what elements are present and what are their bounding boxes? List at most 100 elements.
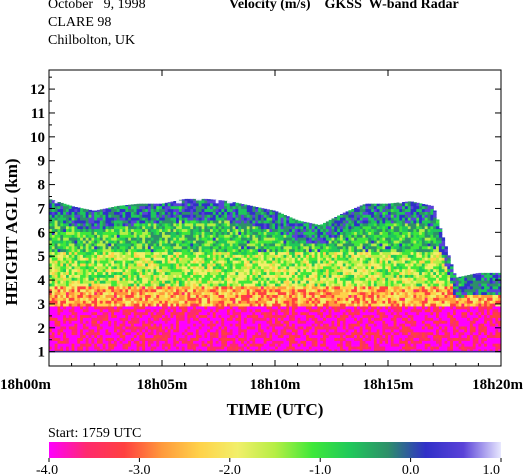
velocity-cell	[178, 260, 183, 264]
velocity-cell	[195, 217, 200, 221]
velocity-cell	[97, 240, 101, 244]
velocity-cell	[260, 331, 265, 336]
velocity-cell	[212, 303, 217, 307]
velocity-cell	[243, 297, 248, 301]
velocity-cell	[178, 231, 183, 235]
velocity-cell	[218, 314, 222, 318]
velocity-cell	[66, 305, 70, 310]
velocity-cell	[153, 348, 157, 353]
velocity-cell	[218, 300, 222, 304]
velocity-cell	[272, 210, 276, 212]
velocity-cell	[300, 331, 304, 336]
velocity-cell	[184, 262, 188, 267]
velocity-cell	[289, 277, 293, 281]
velocity-cell	[212, 274, 217, 278]
velocity-cell	[54, 280, 58, 284]
velocity-cell	[150, 320, 155, 324]
velocity-cell	[277, 282, 282, 287]
velocity-cell	[105, 280, 109, 284]
velocity-cell	[229, 305, 234, 310]
velocity-cell	[260, 254, 265, 258]
velocity-cell	[317, 331, 321, 336]
velocity-cell	[221, 234, 225, 238]
velocity-cell	[99, 305, 104, 310]
velocity-cell	[224, 328, 228, 333]
velocity-cell	[300, 303, 304, 307]
velocity-cell	[133, 237, 138, 241]
velocity-cell	[91, 288, 95, 293]
velocity-cell	[91, 280, 95, 284]
velocity-cell	[286, 331, 290, 336]
velocity-cell	[311, 297, 316, 301]
velocity-cell	[306, 311, 310, 316]
velocity-cell	[263, 268, 268, 273]
velocity-cell	[195, 265, 200, 270]
velocity-cell	[300, 320, 304, 324]
velocity-cell	[320, 343, 324, 347]
velocity-cell	[291, 271, 296, 275]
velocity-cell	[139, 345, 143, 350]
velocity-cell	[238, 285, 242, 290]
velocity-cell	[173, 237, 177, 241]
velocity-cell	[97, 317, 101, 321]
velocity-cell	[91, 305, 95, 310]
velocity-cell	[150, 291, 155, 295]
velocity-cell	[108, 245, 112, 250]
velocity-cell	[195, 340, 200, 344]
velocity-cell	[272, 217, 276, 221]
velocity-cell	[294, 265, 299, 270]
velocity-cell	[291, 251, 296, 255]
velocity-cell	[167, 228, 172, 232]
velocity-cell	[60, 288, 64, 293]
velocity-cell	[136, 228, 140, 232]
velocity-cell	[190, 245, 194, 250]
velocity-cell	[207, 345, 211, 350]
velocity-cell	[71, 317, 75, 321]
velocity-cell	[63, 208, 67, 212]
velocity-cell	[221, 257, 225, 261]
velocity-cell	[308, 251, 313, 255]
velocity-cell	[114, 245, 118, 250]
velocity-cell	[323, 245, 327, 250]
velocity-cell	[167, 280, 172, 284]
velocity-cell	[198, 317, 203, 321]
velocity-cell	[260, 219, 265, 224]
velocity-cell	[215, 325, 220, 330]
velocity-cell	[297, 337, 301, 341]
velocity-cell	[210, 305, 214, 310]
velocity-cell	[241, 345, 245, 350]
velocity-cell	[252, 288, 256, 293]
velocity-cell	[136, 308, 140, 313]
velocity-cell	[204, 280, 208, 284]
velocity-cell	[91, 334, 95, 338]
velocity-cell	[57, 280, 61, 284]
velocity-cell	[246, 340, 251, 344]
velocity-cell	[184, 294, 188, 298]
velocity-cell	[187, 231, 191, 235]
velocity-cell	[116, 334, 121, 338]
velocity-cell	[147, 271, 152, 275]
velocity-cell	[102, 222, 107, 227]
velocity-cell	[246, 268, 251, 273]
velocity-cell	[300, 237, 304, 241]
velocity-cell	[119, 348, 123, 353]
velocity-cell	[66, 334, 70, 338]
velocity-cell	[227, 237, 231, 241]
velocity-cell	[212, 254, 217, 258]
velocity-cell	[210, 225, 214, 230]
velocity-cell	[136, 251, 140, 255]
velocity-cell	[272, 323, 276, 327]
velocity-cell	[294, 345, 299, 350]
velocity-cell	[266, 337, 270, 341]
velocity-cell	[224, 211, 228, 215]
velocity-cell	[142, 237, 146, 241]
velocity-cell	[68, 320, 73, 324]
velocity-cell	[308, 343, 313, 347]
velocity-cell	[51, 251, 56, 255]
velocity-cell	[162, 320, 166, 324]
velocity-cell	[74, 214, 78, 218]
velocity-cell	[178, 331, 183, 336]
velocity-cell	[74, 240, 78, 244]
velocity-cell	[181, 325, 186, 330]
velocity-cell	[77, 340, 81, 344]
